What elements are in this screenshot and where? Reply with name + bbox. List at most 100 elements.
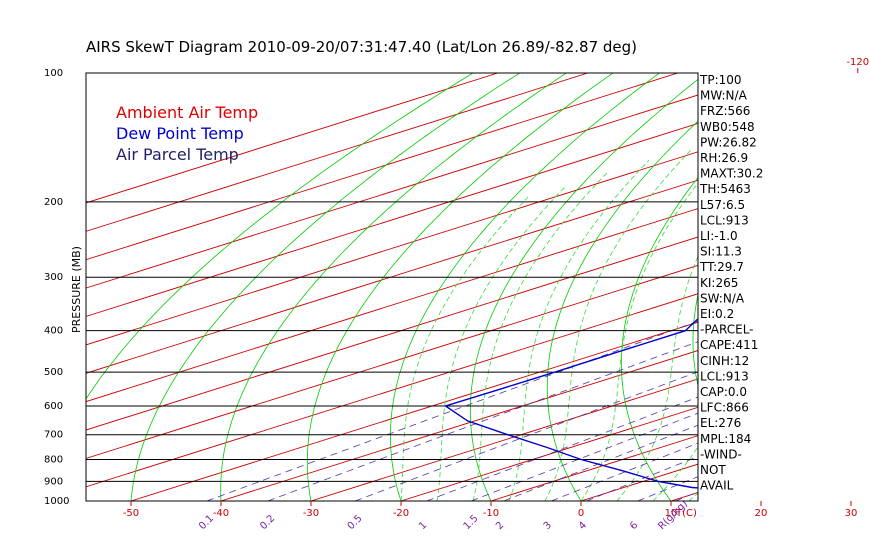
temp-tick-bottom-label: 10 <box>665 508 678 519</box>
stat-entry: L57:6.5 <box>700 198 745 212</box>
temp-tick-bottom-label: -40 <box>213 508 229 519</box>
cape-hatch-line <box>862 429 867 432</box>
cape-hatch-line <box>861 430 865 433</box>
stat-entry: TP:100 <box>699 73 742 87</box>
stat-entry: NOT <box>700 463 726 477</box>
cape-hatch-line <box>840 446 848 449</box>
cape-hatch-line <box>818 466 823 469</box>
stat-entry: MPL:184 <box>700 432 751 446</box>
stat-entry: LFC:866 <box>700 401 749 415</box>
pressure-tick-label: 800 <box>44 455 63 466</box>
cape-hatch-line <box>820 465 825 468</box>
cape-hatch-line <box>863 425 870 428</box>
mixing-ratio-line <box>836 202 870 501</box>
cape-hatch-line <box>862 427 868 430</box>
moist-adiabat <box>436 187 565 501</box>
pressure-tick-label: 300 <box>44 272 63 283</box>
stat-entry: LCL:913 <box>700 213 749 227</box>
cape-hatch-line <box>814 469 820 472</box>
stat-entry: PW:26.82 <box>700 135 757 149</box>
dry-adiabat <box>389 73 660 501</box>
cape-hatch-line <box>812 470 818 473</box>
stat-entry: AVAIL <box>700 479 734 493</box>
isotherm <box>86 208 698 403</box>
temp-tick-bottom-label: -20 <box>393 508 409 519</box>
stat-entry: SW:N/A <box>700 291 745 305</box>
mixing-ratio-line <box>804 202 870 501</box>
stat-entry: FRZ:566 <box>700 104 750 118</box>
stat-entry: RH:26.9 <box>700 151 748 165</box>
cape-hatch-line <box>834 453 839 456</box>
stat-entry: CAPE:411 <box>700 338 758 352</box>
isotherm <box>86 122 698 317</box>
dry-adiabat <box>306 73 614 501</box>
pressure-tick-label: 700 <box>44 430 63 441</box>
mixing-ratio-label: 4 <box>577 520 589 532</box>
moist-adiabat <box>797 73 870 501</box>
mixing-ratio-label: 0.2 <box>258 513 277 532</box>
isotherm <box>130 321 698 501</box>
cape-hatch-line <box>865 420 870 423</box>
mixing-ratio-label: 2 <box>494 520 506 532</box>
mixing-ratio-line <box>426 396 698 501</box>
cape-hatch-line <box>852 437 858 440</box>
profile-lines <box>443 73 870 501</box>
cape-hatch-line <box>848 440 855 443</box>
stat-entry: SI:11.3 <box>700 245 742 259</box>
pressure-tick-label: 1000 <box>44 496 69 507</box>
dry-adiabat <box>762 73 870 501</box>
cape-hatch-line <box>843 443 851 446</box>
cape-hatch-line <box>860 432 864 435</box>
ambient-temp-line <box>797 73 870 501</box>
dry-adiabat <box>829 73 870 501</box>
cape-hatch-line <box>817 467 822 470</box>
cape-hatch-line <box>836 450 842 453</box>
mixing-ratio-line <box>267 341 698 501</box>
pressure-tick-label: 500 <box>44 367 63 378</box>
cape-hatch-line <box>855 435 860 438</box>
isotherm <box>310 378 698 501</box>
temperature-ticks-top: -120-110-100-90-80-70-60-50-40 <box>846 57 869 73</box>
moist-adiabat <box>652 446 698 501</box>
cape-hatch-line <box>839 448 846 451</box>
moist-adiabat <box>833 73 870 501</box>
cape-hatch-line <box>805 474 814 477</box>
cape-hatch-line <box>831 456 835 459</box>
mixing-ratio-line <box>355 371 698 501</box>
cape-hatch-line <box>822 463 827 466</box>
moist-adiabat <box>400 196 529 501</box>
isotherm <box>86 264 698 459</box>
mixing-ratio-label: 1.5 <box>462 513 481 532</box>
temp-tick-bottom-label: 20 <box>755 508 768 519</box>
pressure-tick-labels: 100 200 300 400 500 600 700 800 900 1000 <box>44 68 69 507</box>
mixing-ratio-line <box>206 320 698 501</box>
mixing-ratio-line <box>503 424 698 501</box>
thermodynamic-grid <box>86 73 870 501</box>
mixing-ratio-line <box>551 442 698 501</box>
isotherm <box>851 73 870 501</box>
stat-entry: TH:5463 <box>699 182 751 196</box>
cape-hatch-line <box>857 434 861 437</box>
isotherm <box>761 73 870 501</box>
plot-frame <box>85 72 699 502</box>
temp-tick-bottom-label: -10 <box>483 508 499 519</box>
pressure-tick-label: 400 <box>44 326 63 337</box>
isotherm <box>86 236 698 431</box>
legend-dewpoint: Dew Point Temp <box>116 124 244 143</box>
legend-ambient: Ambient Air Temp <box>116 103 258 122</box>
moist-adiabat <box>761 73 870 501</box>
cape-hatch-line <box>826 460 830 463</box>
isotherm <box>220 350 698 501</box>
isotherm <box>86 293 698 488</box>
pressure-tick-label: 100 <box>44 68 63 79</box>
y-axis-title: PRESSURE (MB) <box>70 246 83 333</box>
cape-hatch-line <box>835 452 841 455</box>
cape-hatch-line <box>837 449 844 452</box>
temperature-ticks-bottom: -50-40-30-20-10010203040 <box>123 501 857 519</box>
cape-hatch-line <box>845 441 852 444</box>
cape-hatch-line <box>807 473 815 476</box>
moist-adiabat <box>544 148 693 501</box>
stat-entry: -PARCEL- <box>700 323 754 337</box>
